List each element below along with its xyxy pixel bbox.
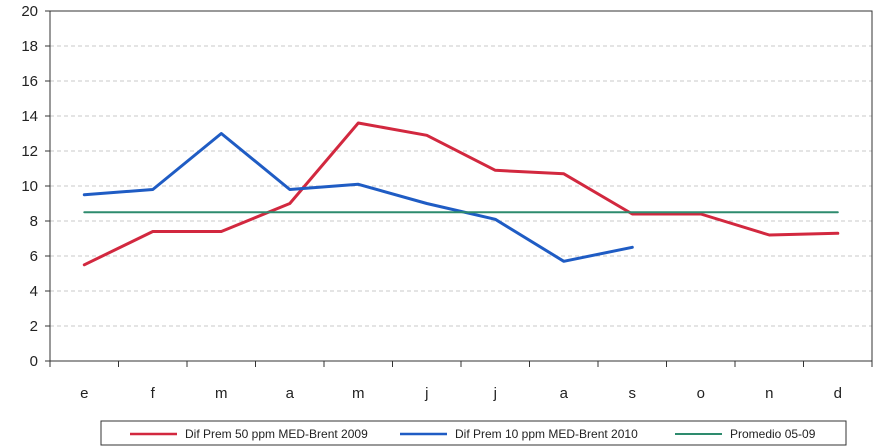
x-tick-label: j xyxy=(493,385,497,402)
x-tick-label: a xyxy=(286,385,295,402)
x-tick-label: f xyxy=(151,385,156,402)
x-tick-label: o xyxy=(697,385,705,402)
y-tick-label: 4 xyxy=(30,283,38,300)
legend: Dif Prem 50 ppm MED-Brent 2009 Dif Prem 1… xyxy=(100,420,847,446)
y-tick-label: 12 xyxy=(21,143,38,160)
x-tick-label: j xyxy=(424,385,428,402)
x-tick-label: d xyxy=(834,385,842,402)
y-tick-label: 14 xyxy=(21,108,38,125)
y-tick-label: 2 xyxy=(30,318,38,335)
legend-label-1: Dif Prem 50 ppm MED-Brent 2009 xyxy=(185,427,368,441)
series-lines xyxy=(82,121,840,267)
x-tick-label: n xyxy=(765,385,773,402)
series-line-2 xyxy=(82,132,634,263)
x-tick-label: s xyxy=(629,385,637,402)
x-tick-label: m xyxy=(215,385,228,402)
y-tick-label: 20 xyxy=(21,3,38,20)
series-line-1 xyxy=(82,121,840,267)
y-tick-label: 18 xyxy=(21,38,38,55)
legend-label-3: Promedio 05-09 xyxy=(730,427,816,441)
x-tick-label: m xyxy=(352,385,365,402)
legend-label-2: Dif Prem 10 ppm MED-Brent 2010 xyxy=(455,427,638,441)
y-tick-label: 16 xyxy=(21,73,38,90)
x-tick-label: e xyxy=(80,385,88,402)
y-tick-label: 0 xyxy=(30,353,38,370)
y-tick-label: 10 xyxy=(21,178,38,195)
y-tick-label: 8 xyxy=(30,213,38,230)
axes xyxy=(45,10,873,367)
y-tick-labels: 0 2 4 6 8 10 12 14 16 18 20 xyxy=(21,3,38,370)
x-tick-label: a xyxy=(560,385,569,402)
plot-area-border xyxy=(49,10,873,362)
y-tick-label: 6 xyxy=(30,248,38,265)
grid-lines xyxy=(50,10,872,327)
